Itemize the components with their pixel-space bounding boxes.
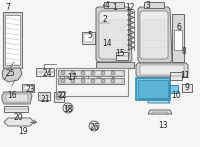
Bar [54,92,64,102]
Polygon shape [100,20,110,27]
Text: 24: 24 [42,69,52,77]
Text: 12: 12 [125,4,135,12]
Polygon shape [102,20,126,28]
Polygon shape [24,86,32,90]
Text: 11: 11 [180,71,190,81]
Text: 3: 3 [146,0,150,10]
Text: 17: 17 [67,72,77,81]
Polygon shape [2,68,22,82]
Text: 19: 19 [18,127,28,136]
Polygon shape [148,100,170,103]
Polygon shape [84,34,93,42]
Circle shape [81,71,85,75]
Polygon shape [136,63,188,77]
Polygon shape [138,7,172,63]
Polygon shape [6,94,28,102]
Polygon shape [96,62,134,68]
Polygon shape [143,20,165,28]
Text: 18: 18 [63,105,73,113]
Polygon shape [60,71,122,75]
Polygon shape [104,2,124,8]
Circle shape [91,79,95,83]
Text: 4: 4 [105,0,109,10]
Circle shape [89,121,99,131]
Text: 6: 6 [177,24,181,32]
Polygon shape [60,72,74,80]
Circle shape [63,103,73,113]
Circle shape [71,71,75,75]
Polygon shape [143,50,165,58]
Polygon shape [3,12,22,68]
Circle shape [111,79,115,83]
Circle shape [91,71,95,75]
Polygon shape [143,40,165,48]
Text: 21: 21 [40,95,50,103]
Text: 7: 7 [6,4,10,12]
Polygon shape [103,4,122,18]
Polygon shape [138,80,168,98]
Polygon shape [182,84,192,92]
Polygon shape [102,50,126,58]
Polygon shape [148,110,172,114]
Polygon shape [152,112,168,114]
Text: 16: 16 [7,91,17,101]
Text: 25: 25 [5,69,15,77]
Polygon shape [38,92,50,100]
Text: 13: 13 [158,122,168,131]
Polygon shape [82,32,95,44]
Text: 10: 10 [171,91,181,101]
Text: 14: 14 [102,40,112,49]
Polygon shape [96,7,132,62]
Polygon shape [99,11,129,59]
Text: 1: 1 [113,4,117,12]
Polygon shape [172,14,184,62]
Polygon shape [5,15,20,65]
Text: 5: 5 [88,31,92,41]
Circle shape [66,106,70,111]
Text: 9: 9 [185,82,189,91]
Polygon shape [4,106,28,112]
Circle shape [92,123,96,128]
Circle shape [61,71,65,75]
Polygon shape [102,30,126,38]
Bar [56,68,128,96]
Polygon shape [170,85,178,93]
Polygon shape [2,92,32,104]
Text: 15: 15 [115,50,125,59]
Text: 22: 22 [57,91,67,101]
Circle shape [111,71,115,75]
Text: 2: 2 [103,15,107,25]
Circle shape [71,79,75,83]
Polygon shape [136,78,170,100]
Polygon shape [116,52,128,60]
Polygon shape [102,40,126,48]
Circle shape [101,71,105,75]
Polygon shape [58,78,124,84]
Circle shape [61,79,65,83]
Circle shape [101,79,105,83]
Text: 26: 26 [89,123,99,132]
Polygon shape [140,65,184,75]
Circle shape [81,79,85,83]
Polygon shape [143,30,165,38]
Polygon shape [144,2,164,8]
Polygon shape [40,94,48,98]
Polygon shape [58,70,124,76]
Polygon shape [4,118,34,126]
Polygon shape [174,30,182,50]
Polygon shape [60,79,122,83]
Polygon shape [170,72,182,80]
Text: 23: 23 [25,86,35,95]
Circle shape [56,94,62,100]
Text: 8: 8 [182,47,186,56]
Polygon shape [36,68,54,76]
Polygon shape [105,6,120,16]
Polygon shape [140,11,168,59]
Polygon shape [22,84,34,92]
Text: 20: 20 [13,112,23,122]
